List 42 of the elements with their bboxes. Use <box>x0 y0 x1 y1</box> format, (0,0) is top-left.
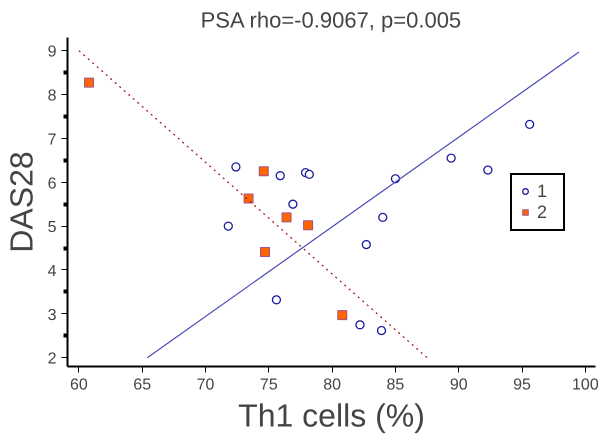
point <box>446 153 456 163</box>
point <box>282 212 292 222</box>
point <box>337 310 348 320</box>
legend-label: 1 <box>537 180 548 202</box>
point <box>304 170 314 180</box>
chart-title: PSA rho=-0.9067, p=0.005 <box>200 8 462 32</box>
y-axis-title: DAS28 <box>4 151 40 253</box>
point <box>525 120 534 129</box>
x-tick-label: 65 <box>133 376 152 394</box>
point <box>224 221 233 231</box>
x-tick-label: 70 <box>196 376 215 394</box>
x-tick-label: 95 <box>513 376 532 394</box>
x-tick-label: 80 <box>323 376 342 394</box>
point <box>303 220 314 230</box>
y-tick-label: 4 <box>48 262 57 280</box>
y-tick-label: 8 <box>48 88 57 105</box>
point <box>231 162 241 172</box>
y-tick-label: 3 <box>48 306 57 324</box>
point <box>276 171 285 180</box>
x-tick-label: 75 <box>260 376 278 394</box>
point <box>362 240 371 250</box>
point <box>244 193 254 204</box>
point <box>288 200 298 209</box>
y-tick-label: 7 <box>48 131 57 148</box>
y-tick-label: 9 <box>48 44 57 61</box>
point <box>483 165 493 175</box>
x-axis-title: Th1 cells (%) <box>238 398 425 434</box>
y-tick-label: 5 <box>48 219 57 236</box>
point <box>355 320 365 330</box>
point <box>258 166 269 176</box>
y-tick-label: 2 <box>48 350 57 368</box>
point <box>260 247 270 258</box>
legend-label: 2 <box>537 202 548 222</box>
point <box>376 326 386 336</box>
x-tick-label: 90 <box>450 376 468 394</box>
point <box>378 212 388 222</box>
y-tick-label: 6 <box>48 175 57 192</box>
x-tick-label: 100 <box>572 376 599 394</box>
x-tick-label: 60 <box>70 376 88 394</box>
point <box>84 78 94 88</box>
x-tick-label: 85 <box>386 376 404 394</box>
point <box>272 295 282 304</box>
